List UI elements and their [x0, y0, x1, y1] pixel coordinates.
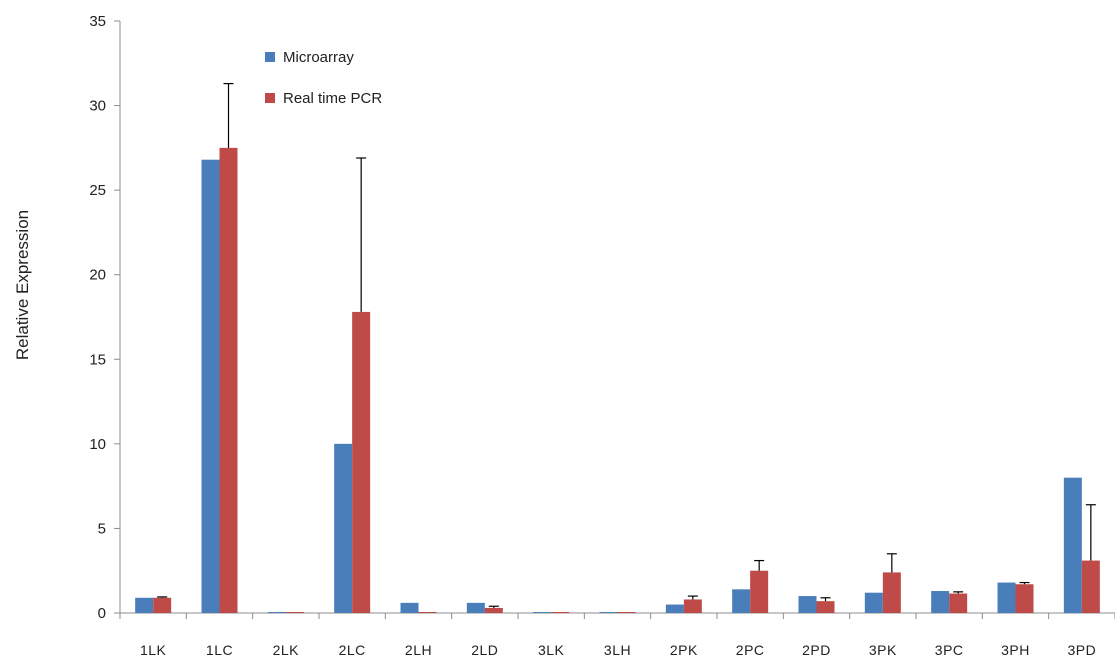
bar-microarray [1063, 477, 1082, 613]
x-tick-label: 2PD [802, 642, 831, 658]
y-tick-label: 35 [89, 13, 106, 30]
legend-label: Microarray [283, 49, 354, 66]
bar-real-time-pcr [285, 612, 304, 613]
x-tick-label: 3PD [1067, 642, 1096, 658]
x-tick-label: 2PK [670, 642, 698, 658]
legend-swatch [265, 52, 275, 62]
bars [135, 147, 1100, 613]
y-axis-title: Relative Expression [13, 210, 32, 360]
bar-microarray [201, 159, 220, 613]
legend-swatch [265, 93, 275, 103]
x-tick-label: 2LD [471, 642, 498, 658]
legend: Microarray Real time PCR [265, 49, 382, 107]
bar-microarray [864, 592, 883, 613]
y-tick-label: 25 [89, 182, 106, 199]
x-tick-label: 3LK [538, 642, 565, 658]
x-tick-label: 2PC [736, 642, 765, 658]
x-tick-label: 3PH [1001, 642, 1030, 658]
y-tick-label: 10 [89, 436, 106, 453]
legend-label: Real time PCR [283, 90, 382, 107]
bar-real-time-pcr [750, 570, 769, 613]
bar-real-time-pcr [617, 612, 636, 613]
bar-microarray [400, 602, 419, 613]
y-tick-label: 30 [89, 98, 106, 115]
bar-real-time-pcr [153, 597, 172, 613]
bar-real-time-pcr [484, 607, 503, 613]
y-tick-label: 20 [89, 267, 106, 284]
bar-real-time-pcr [882, 572, 901, 613]
x-tick-label: 1LK [140, 642, 167, 658]
x-tick-label: 2LH [405, 642, 432, 658]
bar-microarray [466, 602, 485, 613]
x-tick-label: 2LK [273, 642, 300, 658]
x-tick-label: 3LH [604, 642, 631, 658]
bar-microarray [997, 582, 1016, 613]
bar-microarray [533, 612, 552, 613]
bar-real-time-pcr [418, 612, 437, 613]
bar-microarray [135, 597, 154, 613]
x-tick-label: 3PK [869, 642, 897, 658]
x-tick-label: 2LC [339, 642, 366, 658]
x-tick-label: 3PC [935, 642, 964, 658]
bar-microarray [931, 591, 950, 613]
y-tick-label: 0 [98, 605, 106, 622]
bar-real-time-pcr [551, 612, 570, 613]
bar-real-time-pcr [683, 599, 702, 613]
bar-real-time-pcr [949, 593, 968, 613]
bar-microarray [334, 443, 353, 613]
bar-microarray [599, 612, 618, 613]
bar-microarray [732, 589, 751, 613]
bar-real-time-pcr [1015, 584, 1034, 613]
bar-microarray [267, 612, 286, 613]
bar-real-time-pcr [352, 311, 371, 613]
y-axis: 0 5 10 15 20 25 30 35 [89, 13, 121, 622]
y-tick-label: 15 [89, 351, 106, 368]
bar-real-time-pcr [1081, 560, 1100, 613]
y-tick-label: 5 [98, 520, 106, 537]
bar-microarray [665, 604, 684, 613]
x-tick-label: 1LC [206, 642, 233, 658]
bar-real-time-pcr [219, 147, 238, 613]
x-axis: 1LK 1LC 2LK 2LC 2LH 2LD 3LK 3LH 2PK 2PC 2PD 3PK 3PC 3… [119, 612, 1115, 658]
error-bars [157, 82, 1096, 608]
bar-microarray [798, 596, 817, 613]
bar-real-time-pcr [816, 601, 835, 613]
